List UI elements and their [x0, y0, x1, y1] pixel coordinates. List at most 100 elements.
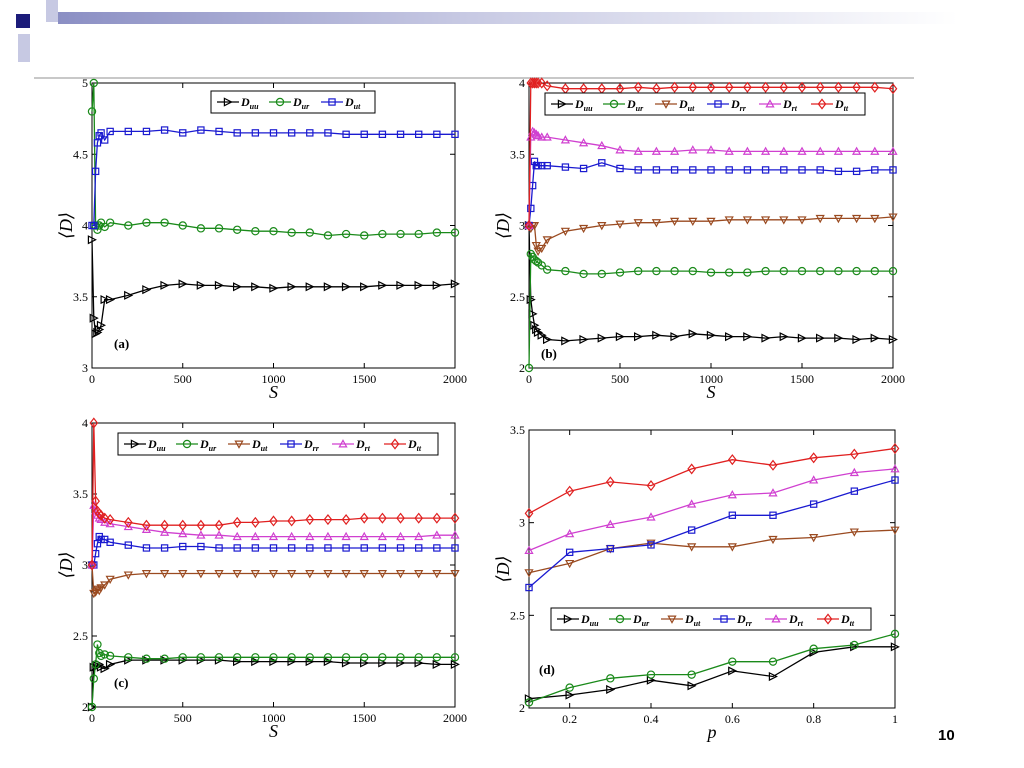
data-point-Drr — [197, 542, 205, 551]
legend-marker-Drr — [720, 615, 728, 623]
data-point-Dtt — [565, 485, 575, 497]
data-point-Drr — [809, 500, 818, 508]
data-point-Duu — [633, 332, 644, 342]
data-point-Dur — [323, 231, 333, 240]
data-point-Duu — [606, 684, 616, 695]
data-point-Drt — [779, 146, 789, 155]
data-point-Dtt — [779, 81, 789, 93]
data-point-Dtt — [530, 77, 539, 89]
data-point-Drt — [815, 146, 825, 155]
data-point-Duu — [724, 332, 735, 342]
data-point-Dtt — [196, 519, 206, 531]
data-point-Dtt — [178, 519, 188, 531]
data-point-Dtt — [768, 459, 778, 471]
data-point-Dut — [378, 130, 387, 138]
data-point-Dtt — [670, 81, 679, 93]
data-point-Dut — [414, 570, 424, 579]
legend-marker-Dut — [234, 440, 244, 449]
y-tick-label: 2.5 — [73, 629, 88, 643]
data-point-Dur — [688, 266, 698, 276]
data-point-Dur — [761, 266, 770, 276]
x-tick-label: 1500 — [352, 372, 376, 386]
data-point-Dur — [852, 266, 861, 276]
data-point-Dur — [646, 670, 656, 679]
data-point-Dur — [524, 698, 534, 707]
data-point-Dtt — [414, 512, 424, 524]
data-point-Dut — [433, 130, 441, 138]
data-point-Drt — [646, 512, 656, 521]
data-point-Dtt — [232, 516, 242, 528]
x-tick-label: 0.4 — [644, 712, 659, 726]
data-point-Drr — [565, 548, 574, 557]
data-point-Dut — [524, 569, 534, 578]
data-point-Dur — [269, 653, 278, 662]
data-point-Dut — [669, 217, 680, 227]
data-point-Drt — [615, 145, 625, 154]
data-point-Drr — [598, 159, 606, 167]
data-point-Dut — [849, 528, 859, 537]
data-point-Dut — [215, 127, 223, 136]
x-tick-label: 0.6 — [725, 712, 740, 726]
data-point-Dur — [287, 228, 296, 237]
x-tick-label: 1000 — [699, 372, 723, 386]
series-line-Dtt — [91, 422, 455, 566]
data-point-Drt — [305, 531, 315, 541]
data-point-Drt — [797, 146, 807, 155]
data-point-Duu — [890, 642, 900, 652]
data-point-Dut — [727, 543, 737, 552]
series-Drr — [525, 476, 899, 592]
data-point-Drr — [360, 544, 368, 552]
data-point-Dut — [706, 217, 716, 227]
data-point-Duu — [779, 332, 789, 342]
data-point-Dut — [451, 130, 459, 138]
data-point-Dtt — [91, 495, 100, 507]
data-point-Drr — [606, 544, 615, 553]
data-point-Drr — [538, 161, 546, 170]
data-point-Dut — [565, 559, 575, 569]
data-point-Drr — [889, 166, 897, 174]
y-tick-label: 2 — [519, 701, 525, 715]
data-point-Dut — [89, 589, 99, 599]
data-point-Dur — [142, 654, 151, 663]
data-point-Dur — [706, 268, 716, 277]
data-point-Dut — [646, 539, 656, 548]
series-Dtt — [524, 442, 900, 519]
data-point-Dut — [578, 224, 589, 234]
data-point-Dut — [159, 570, 170, 579]
data-point-Duu — [565, 690, 575, 700]
x-tick-label: 500 — [611, 372, 629, 386]
data-point-Dur — [105, 651, 115, 661]
data-point-Dur — [890, 629, 900, 639]
series-line-Dur — [91, 644, 455, 708]
data-point-Dur — [93, 640, 102, 649]
data-point-Drr — [251, 544, 260, 552]
series-Dur — [524, 249, 898, 373]
data-point-Dur — [728, 657, 737, 666]
data-point-Drt — [100, 517, 110, 526]
series-line-Duu — [528, 646, 895, 700]
data-point-Duu — [834, 333, 844, 343]
data-point-Dur — [87, 702, 97, 712]
data-point-Drr — [687, 526, 696, 534]
data-point-Duu — [809, 647, 819, 657]
data-point-Dur — [779, 266, 789, 276]
legend-marker-Drt — [765, 99, 775, 108]
y-tick-label: 2 — [82, 700, 88, 714]
data-point-Drr — [798, 166, 806, 174]
slide-header-bar — [58, 12, 958, 24]
data-point-Dur — [305, 228, 314, 237]
data-point-Dut — [214, 570, 224, 579]
data-point-Drt — [706, 145, 716, 154]
data-point-Dur — [652, 266, 661, 276]
data-point-Drr — [306, 544, 314, 552]
data-point-Dur — [214, 653, 224, 662]
y-tick-label: 3 — [82, 361, 88, 375]
data-point-Dtt — [852, 81, 861, 93]
data-point-Duu — [852, 334, 862, 345]
x-axis-label: S — [269, 382, 278, 402]
data-point-Dut — [178, 570, 188, 579]
data-point-Drt — [688, 145, 698, 154]
data-point-Dur — [565, 683, 574, 692]
data-point-Duu — [214, 655, 224, 665]
